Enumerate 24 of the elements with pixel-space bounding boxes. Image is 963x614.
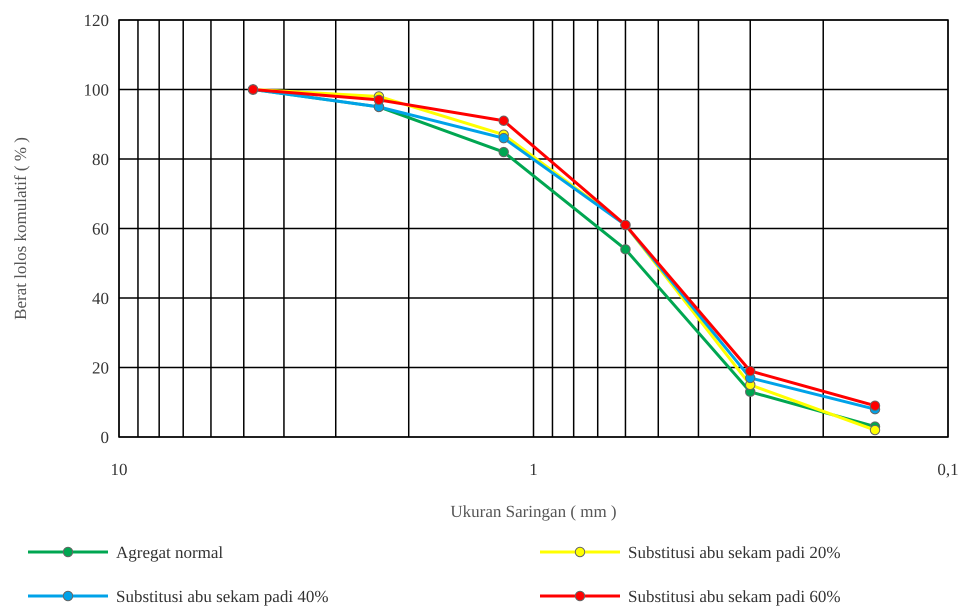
legend-label: Agregat normal xyxy=(116,542,224,562)
x-tick-label: 1 xyxy=(529,460,538,479)
point xyxy=(498,132,509,144)
y-tick-label: 120 xyxy=(84,10,109,30)
legend-label: Substitusi abu sekam padi 40% xyxy=(116,586,328,606)
point xyxy=(870,400,880,411)
y-tick-label: 0 xyxy=(100,428,109,447)
y-tick-label: 40 xyxy=(92,288,109,308)
legend-label: Substitusi abu sekam padi 60% xyxy=(628,586,840,606)
y-tick-label: 100 xyxy=(84,80,109,100)
y-tick-label: 80 xyxy=(92,150,109,169)
point xyxy=(870,424,880,436)
y-axis-title: Berat lolos komulatif ( % ) xyxy=(11,137,30,320)
point xyxy=(374,94,384,106)
x-tick-label: 0,1 xyxy=(937,460,959,479)
y-tick-label: 60 xyxy=(92,219,109,238)
point xyxy=(620,244,631,255)
legend-label: Substitusi abu sekam padi 20% xyxy=(628,542,840,562)
x-tick-label: 10 xyxy=(110,460,128,479)
point xyxy=(745,366,756,376)
x-axis-title: Ukuran Saringan ( mm ) xyxy=(450,502,617,521)
point xyxy=(498,146,509,158)
y-tick-label: 20 xyxy=(92,358,109,378)
point xyxy=(498,116,509,126)
